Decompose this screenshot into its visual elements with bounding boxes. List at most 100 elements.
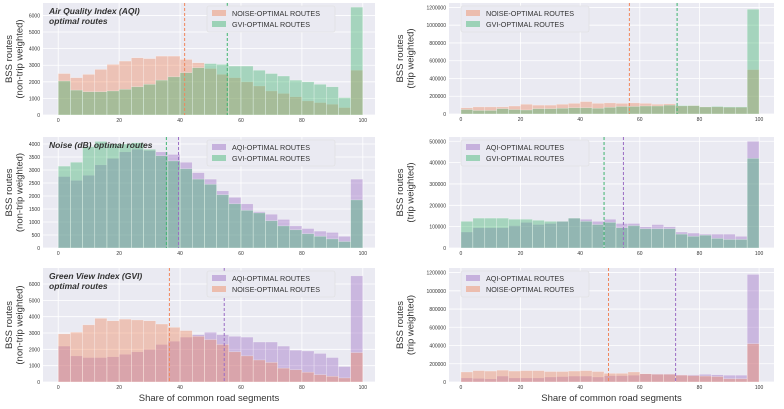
histogram-bar (265, 220, 278, 249)
histogram-bar (338, 241, 351, 249)
y-tick-label: 2000 (29, 80, 40, 86)
x-tick-label: 100 (359, 251, 368, 257)
histogram-bar (699, 234, 712, 249)
histogram-bar (520, 109, 533, 115)
histogram-bar (143, 84, 156, 116)
legend-label: NOISE-OPTIMAL ROUTES (486, 285, 574, 294)
histogram-bar (675, 374, 688, 383)
histogram-bar (460, 221, 474, 249)
y-label-line: (trip weighted) (406, 162, 417, 222)
histogram-bar (734, 378, 748, 383)
histogram-bar (532, 220, 545, 249)
histogram-bar (265, 73, 278, 116)
histogram-bar (651, 373, 664, 383)
y-tick-label: 3000 (29, 63, 40, 69)
legend-swatch (466, 21, 480, 27)
legend-label: AQI-OPTIMAL ROUTES (486, 143, 564, 152)
histogram-bar (155, 323, 169, 383)
y-axis-label: BSS routes(trip weighted) (395, 162, 417, 222)
histogram-bar (70, 89, 83, 116)
y-tick-label: 1000 (29, 220, 40, 226)
x-tick-label: 80 (697, 251, 703, 257)
histogram-bar (723, 378, 736, 383)
histogram-bar (118, 143, 132, 249)
y-tick-label: 600000 (429, 59, 446, 65)
histogram-bar (350, 6, 364, 116)
histogram-bar (508, 109, 521, 115)
legend-swatch (466, 286, 480, 292)
legend-label: NOISE-OPTIMAL ROUTES (232, 9, 320, 18)
histogram-bar (289, 369, 303, 383)
legend-label: AQI-OPTIMAL ROUTES (486, 274, 564, 283)
y-label-line: BSS routes (395, 301, 406, 349)
histogram-bar (277, 75, 290, 116)
histogram-bar (484, 110, 497, 115)
histogram-bar (472, 370, 486, 383)
histogram-bar (544, 108, 557, 115)
histogram-bar (687, 105, 700, 115)
legend-swatch (212, 155, 226, 161)
title-line: Noise (dB) optimal routes (49, 140, 153, 150)
histogram-bar (131, 142, 144, 249)
legend-label: GVI-OPTIMAL ROUTES (232, 154, 310, 163)
histogram-bar (301, 233, 315, 249)
legend-swatch (212, 144, 226, 150)
histogram-bar (216, 194, 230, 249)
y-label-line: BSS routes (4, 301, 15, 349)
histogram-bar (131, 86, 144, 116)
y-tick-label: 400000 (429, 76, 446, 82)
x-tick-label: 20 (116, 251, 122, 257)
subplot-aqi-trip: 0 200000 400000 600000 800000 1000000 1200000 0… (395, 3, 774, 123)
x-axis-label: Share of common road segments (139, 393, 280, 404)
title-line: optimal routes (49, 281, 108, 291)
y-tick-label: 1200000 (427, 271, 447, 277)
histogram-bar (639, 105, 653, 115)
histogram-bar (675, 233, 688, 249)
subplot-title: Noise (dB) optimal routes (49, 140, 153, 150)
histogram-bar (326, 86, 339, 116)
histogram-bar (301, 81, 315, 116)
histogram-bar (591, 224, 605, 249)
legend: AQI-OPTIMAL ROUTES NOISE-OPTIMAL ROUTES (460, 270, 590, 298)
y-tick-label: 1000 (29, 96, 40, 102)
histogram-bar (289, 79, 303, 116)
x-tick-label: 60 (238, 251, 244, 257)
histogram-bar (460, 109, 474, 115)
histogram-bar (106, 143, 120, 249)
legend-box (206, 5, 336, 33)
y-tick-label: 6000 (29, 282, 40, 288)
y-tick-label: 1000000 (427, 23, 447, 29)
x-tick-label: 80 (697, 117, 703, 123)
histogram-bar (70, 161, 83, 249)
y-tick-label: 200000 (429, 94, 446, 100)
histogram-bar (179, 72, 193, 116)
x-tick-label: 0 (57, 118, 60, 124)
subplot-noise-trip: 0 100000 200000 300000 400000 500000 0 20 40 60 80… (395, 137, 774, 257)
y-label-line: BSS routes (4, 35, 15, 83)
histogram-bar (82, 146, 96, 249)
y-tick-label: 0 (443, 112, 446, 118)
histogram-bar (472, 217, 486, 249)
x-tick-label: 0 (460, 251, 463, 257)
title-line: Air Quality Index (AQI) (48, 6, 140, 16)
subplot-gvi-trip: 0 200000 400000 600000 800000 1000000 1200000 0… (395, 268, 774, 404)
histogram-bar (723, 106, 736, 115)
x-tick-label: 60 (238, 118, 244, 124)
legend-box (460, 270, 590, 298)
x-tick-label: 20 (518, 251, 524, 257)
x-tick-label: 100 (755, 117, 764, 123)
histogram-bar (313, 84, 327, 116)
x-tick-label: 40 (577, 251, 583, 257)
histogram-bar (711, 106, 724, 115)
x-tick-label: 60 (637, 117, 643, 123)
x-tick-label: 40 (177, 118, 183, 124)
y-tick-label: 6000 (29, 13, 40, 19)
y-tick-label: 800000 (429, 41, 446, 47)
x-tick-label: 20 (518, 117, 524, 123)
histogram-bar (711, 238, 724, 249)
y-tick-label: 300000 (429, 182, 446, 188)
y-tick-label: 600000 (429, 325, 446, 331)
y-label-line: BSS routes (4, 168, 15, 216)
histogram-bar (532, 370, 545, 383)
